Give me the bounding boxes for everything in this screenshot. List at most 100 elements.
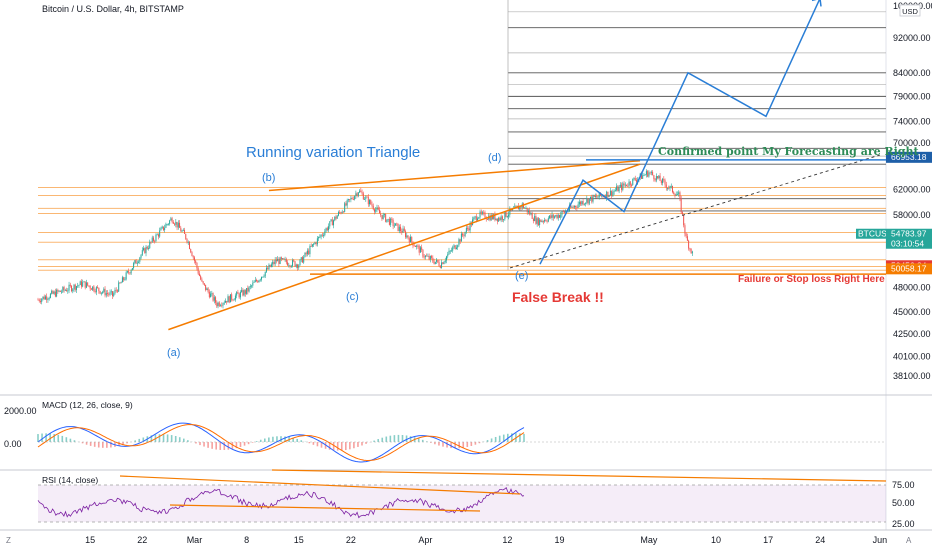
candle-body xyxy=(107,292,109,294)
candle-body xyxy=(159,230,161,237)
failure-annotation: Failure or Stop loss Right Here xyxy=(738,274,885,285)
macd-histogram-bar xyxy=(110,442,112,448)
candle-body xyxy=(61,291,63,293)
candle-body xyxy=(82,282,84,287)
candle-body xyxy=(294,261,296,267)
candle-body xyxy=(629,181,631,185)
candle-body xyxy=(439,266,441,268)
candle-body xyxy=(114,289,116,294)
macd-histogram-bar xyxy=(85,442,88,445)
candle-body xyxy=(188,242,190,249)
candle-body xyxy=(438,262,440,267)
price-tick-label: 74000.00 xyxy=(893,116,931,126)
candle-body xyxy=(288,265,290,267)
candle-body xyxy=(608,195,610,197)
macd-histogram-bar xyxy=(470,442,473,446)
drawings-layer[interactable] xyxy=(168,0,886,331)
auto-scale-icon[interactable]: A xyxy=(906,536,912,545)
macd-histogram-bar xyxy=(264,438,266,442)
candle-body xyxy=(261,276,262,280)
macd-histogram-bar xyxy=(93,442,96,447)
candle-body xyxy=(581,201,583,205)
currency-box[interactable] xyxy=(899,4,921,17)
candle-body xyxy=(537,218,539,225)
candle-body xyxy=(462,233,464,236)
candle-body xyxy=(618,186,620,192)
candle-body xyxy=(90,288,92,290)
candle-body xyxy=(93,286,95,291)
candle-body xyxy=(311,244,313,247)
candle-body xyxy=(231,294,233,300)
macd-histogram-bar xyxy=(65,437,68,442)
time-ticks: 15 22 Mar 8 15 22 Apr 12 19 May 10 17 24 Jun xyxy=(85,535,887,545)
macd-histogram-bar xyxy=(89,442,92,446)
candle-body xyxy=(491,214,493,219)
candle-body xyxy=(671,185,673,193)
macd-histogram-bar xyxy=(490,438,493,442)
candle-body xyxy=(263,276,265,277)
rsi-pane[interactable] xyxy=(37,469,887,519)
candle-body xyxy=(572,206,574,208)
macd-histogram-bar xyxy=(312,442,315,445)
macd-histogram-bar xyxy=(397,434,400,442)
candle-body xyxy=(54,291,56,297)
macd-histogram-bar xyxy=(300,440,303,442)
candle-body xyxy=(79,281,81,286)
candle-body xyxy=(680,198,682,213)
macd-histogram-bar xyxy=(138,438,141,442)
candle-body xyxy=(282,258,284,260)
candle-body xyxy=(157,234,159,237)
candle-body xyxy=(585,202,587,204)
candle-body xyxy=(372,205,374,210)
candle-body xyxy=(390,218,392,225)
candle-body xyxy=(133,263,135,269)
candlesticks xyxy=(37,169,693,309)
macd-histogram-bar xyxy=(474,442,477,445)
candle-body xyxy=(318,236,320,239)
candle-body xyxy=(336,215,338,219)
candle-body xyxy=(49,293,51,298)
macd-histogram-bar xyxy=(231,442,234,450)
timezone-icon[interactable]: Z xyxy=(6,536,11,545)
macd-histogram-bar xyxy=(118,442,120,446)
candle-body xyxy=(262,276,264,278)
candle-body xyxy=(691,251,693,254)
dashed-projection-line xyxy=(509,154,881,269)
candle-body xyxy=(313,244,315,245)
macd-histogram-bar xyxy=(486,440,489,442)
candle-body xyxy=(452,247,454,251)
candle-body xyxy=(97,287,99,288)
candle-body xyxy=(309,246,311,255)
candle-body xyxy=(331,219,333,226)
candle-body xyxy=(597,197,599,198)
candle-body xyxy=(351,197,353,199)
candle-body xyxy=(515,205,517,207)
candle-body xyxy=(634,178,636,181)
candle-body xyxy=(208,291,210,298)
candle-body xyxy=(354,196,356,200)
candle-body xyxy=(478,217,480,219)
candle-body xyxy=(329,221,331,227)
macd-pane[interactable] xyxy=(37,422,886,463)
candle-body xyxy=(422,249,424,257)
candle-body xyxy=(403,228,405,232)
candle-body xyxy=(400,226,402,232)
candle-body xyxy=(659,175,661,181)
candle-body xyxy=(469,222,471,231)
candle-body xyxy=(582,201,584,205)
main-pane[interactable] xyxy=(0,0,886,395)
macd-histogram-bar xyxy=(150,435,153,442)
candle-body xyxy=(148,248,150,249)
candle-body xyxy=(531,213,533,219)
macd-histogram-bar xyxy=(316,442,319,447)
candle-body xyxy=(647,171,649,177)
candle-body xyxy=(428,255,430,260)
candle-body xyxy=(85,282,87,288)
candle-body xyxy=(360,190,362,193)
candle-body xyxy=(63,287,65,291)
candle-body xyxy=(99,291,101,294)
candle-body xyxy=(182,230,184,231)
candle-body xyxy=(180,227,182,232)
candle-body xyxy=(89,286,91,289)
